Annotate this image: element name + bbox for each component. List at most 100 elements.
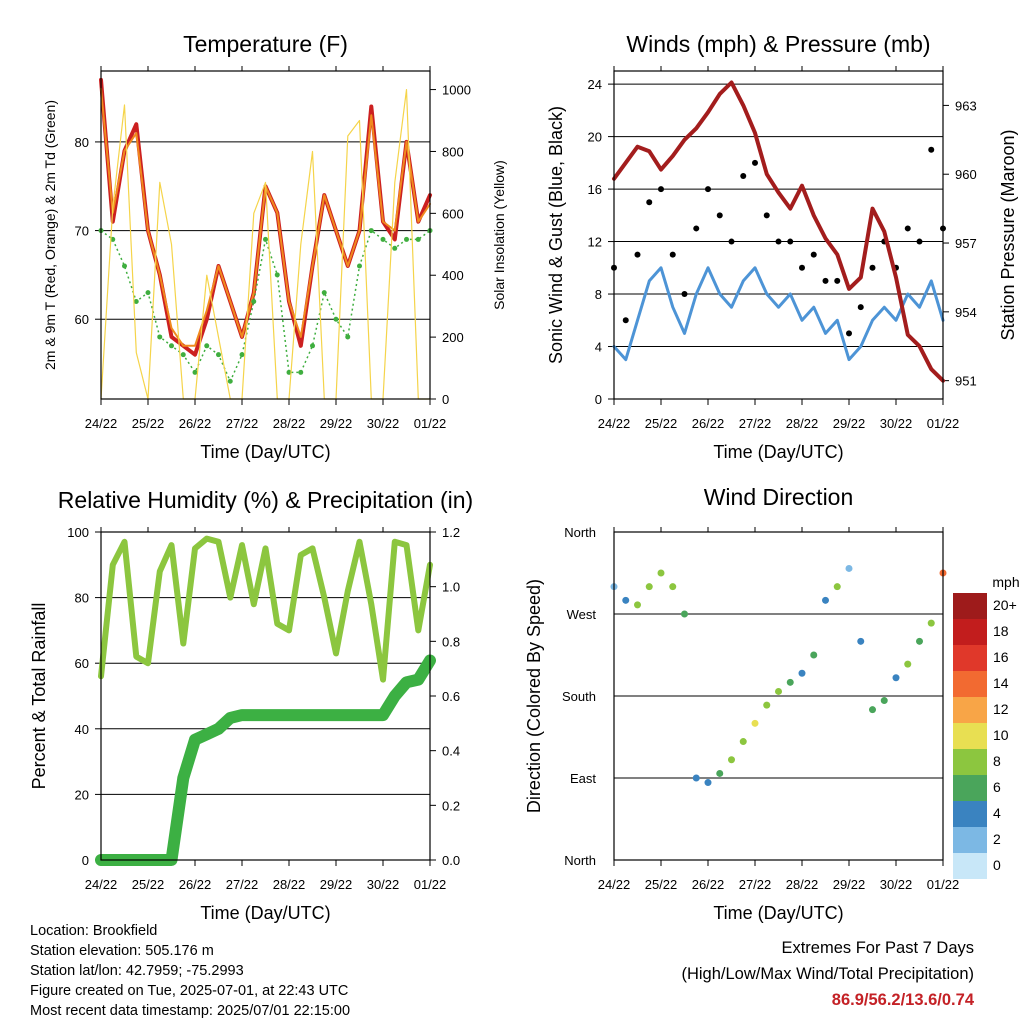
direction-point (892, 674, 900, 682)
y-axis-label: Direction (Colored By Speed) (524, 579, 544, 813)
x-axis-label: Time (Day/UTC) (200, 903, 330, 923)
y-tick-label: 20 (75, 787, 89, 802)
x-tick-label: 01/22 (414, 416, 447, 431)
series-line-total-rainfall (95, 654, 436, 866)
x-tick-label: 25/22 (132, 416, 165, 431)
direction-point (786, 678, 794, 686)
colorbar-label: 2 (993, 831, 1001, 847)
gust-point (752, 159, 758, 166)
x-tick-label: 24/22 (598, 416, 631, 431)
dewpoint-point (286, 369, 292, 375)
dewpoint-point (263, 236, 268, 242)
colorbar-swatch (953, 697, 987, 723)
colorbar-swatch (953, 671, 987, 697)
created-text: Figure created on Tue, 2025-07-01, at 22… (30, 983, 349, 999)
series-line-relative-humidity (98, 535, 433, 683)
direction-point (739, 738, 747, 746)
plot-frame (100, 70, 431, 400)
y-right-tick-label: 0.6 (442, 689, 460, 704)
gust-point (763, 212, 770, 219)
series-line-station-pressure (612, 80, 945, 383)
gust-point (928, 146, 935, 153)
y-right-tick-label: 400 (442, 268, 464, 283)
y-tick-label: 80 (75, 135, 89, 150)
chart-title: Winds (mph) & Pressure (mb) (626, 31, 930, 57)
x-tick-label: 28/22 (273, 416, 306, 431)
y-right-axis-label: Solar Insolation (Yellow) (491, 160, 507, 310)
direction-point (669, 583, 677, 591)
y-tick-label: 60 (75, 656, 89, 671)
gust-point (904, 225, 911, 232)
y-right-tick-label: 960 (955, 167, 977, 182)
direction-point (916, 637, 923, 645)
x-tick-label: 25/22 (645, 416, 678, 431)
y-tick-label: 60 (75, 312, 89, 327)
x-tick-label: 29/22 (833, 877, 866, 892)
dewpoint-point (368, 228, 374, 234)
winds-pressure-panel: Winds (mph) & Pressure (mb) 0 4 8 12 16 20 24 95… (546, 31, 1018, 462)
colorbar-label: 8 (993, 753, 1001, 769)
direction-point (681, 610, 688, 618)
y-right-tick-label: 0 (442, 392, 449, 407)
x-tick-label: 28/22 (786, 877, 819, 892)
y-right-tick-label: 0.0 (442, 853, 460, 868)
colorbar-label: 4 (993, 805, 1001, 821)
extremes-subtitle: (High/Low/Max Wind/Total Precipitation) (681, 965, 974, 983)
dewpoint-point (274, 272, 280, 278)
x-tick-label: 30/22 (367, 877, 400, 892)
y-tick-label: East (570, 771, 596, 786)
gust-point (822, 277, 829, 284)
dewpoint-point (321, 290, 327, 296)
x-tick-label: 28/22 (273, 877, 306, 892)
series-line-2m-t (99, 77, 432, 357)
x-tick-label: 01/22 (927, 416, 960, 431)
x-axis-label: Time (Day/UTC) (713, 442, 843, 462)
series-line-wind (612, 266, 945, 362)
colorbar-label: 20+ (993, 597, 1017, 613)
elevation-text: Station elevation: 505.176 m (30, 943, 214, 959)
y-axis-label: Sonic Wind & Gust (Blue, Black) (546, 106, 566, 364)
chart-title: Relative Humidity (%) & Precipitation (i… (58, 487, 473, 513)
direction-point (716, 769, 724, 777)
direction-point (728, 756, 735, 764)
y-right-tick-label: 200 (442, 330, 464, 345)
colorbar-swatch (953, 853, 987, 879)
x-tick-label: 27/22 (226, 416, 259, 431)
y-tick-label: 20 (588, 130, 602, 145)
direction-point (692, 774, 700, 782)
colorbar-label: 10 (993, 727, 1009, 743)
x-tick-label: 24/22 (85, 416, 118, 431)
speed-colorbar: mph 20+ 18 16 14 12 10 8 6 4 2 0 (953, 574, 1020, 879)
colorbar-swatch (953, 801, 987, 827)
direction-point (845, 564, 853, 572)
x-tick-label: 01/22 (927, 877, 960, 892)
direction-point (645, 583, 653, 591)
direction-point (833, 583, 841, 591)
y-tick-label: 8 (595, 287, 602, 302)
latlon-text: Station lat/lon: 42.7959; -75.2993 (30, 963, 244, 979)
humidity-precip-panel: Relative Humidity (%) & Precipitation (i… (29, 487, 473, 923)
gust-point (705, 186, 711, 193)
x-tick-label: 27/22 (739, 877, 772, 892)
y-tick-label: West (567, 607, 597, 622)
x-axis-label: Time (Day/UTC) (200, 442, 330, 462)
location-text: Location: Brookfield (30, 923, 158, 939)
station-info: Location: Brookfield Station elevation: … (30, 921, 350, 1021)
colorbar-label: 18 (993, 623, 1009, 639)
direction-point (704, 779, 712, 787)
x-tick-label: 29/22 (320, 416, 353, 431)
gust-point (693, 225, 700, 232)
gust-point (799, 264, 805, 271)
y-tick-label: 70 (75, 224, 89, 239)
x-tick-label: 25/22 (645, 877, 678, 892)
x-tick-label: 30/22 (880, 877, 913, 892)
y-tick-label: South (562, 689, 596, 704)
y-right-tick-label: 800 (442, 144, 464, 159)
y-right-tick-label: 0.4 (442, 744, 460, 759)
colorbar-title: mph (992, 574, 1019, 590)
colorbar-swatch (953, 775, 987, 801)
direction-point (622, 596, 630, 604)
plot-frame (613, 70, 944, 400)
y-axis-label: Percent & Total Rainfall (29, 603, 49, 790)
dewpoint-point (239, 352, 245, 358)
